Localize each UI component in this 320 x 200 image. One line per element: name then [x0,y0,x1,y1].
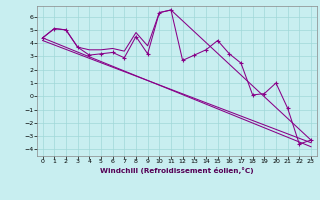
X-axis label: Windchill (Refroidissement éolien,°C): Windchill (Refroidissement éolien,°C) [100,167,254,174]
